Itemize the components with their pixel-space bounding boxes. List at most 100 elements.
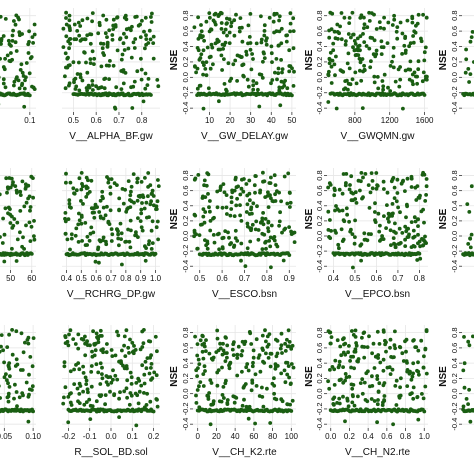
data-point: [153, 334, 158, 339]
data-point: [376, 86, 381, 91]
data-point: [288, 200, 293, 205]
scatter-panel-8: -0.4-0.20.00.20.40.60.80.5 0.6 0.7 0.8 0.9V_…: [169, 168, 297, 300]
data-point: [237, 29, 242, 34]
data-point: [341, 172, 346, 176]
data-point: [84, 378, 89, 383]
data-point: [283, 349, 288, 353]
data-point: [195, 246, 200, 251]
data-point: [403, 237, 407, 242]
data-point: [331, 48, 336, 53]
data-point: [238, 192, 243, 197]
data-point: [236, 344, 241, 349]
data-point: [337, 363, 342, 368]
data-point: [139, 383, 144, 388]
data-point: [342, 15, 347, 20]
data-point: [240, 63, 245, 68]
data-point: [273, 366, 278, 371]
data-point: [5, 190, 9, 195]
data-point: [385, 41, 390, 45]
data-point: [258, 188, 263, 193]
data-point: [422, 409, 427, 414]
data-point: [468, 245, 473, 250]
data-point: [403, 34, 408, 39]
data-point: [227, 30, 232, 35]
data-point: [137, 378, 142, 383]
data-point: [219, 21, 224, 25]
data-point: [156, 84, 161, 89]
data-point: [195, 353, 200, 358]
data-point: [21, 74, 26, 78]
data-point: [350, 386, 355, 391]
data-point: [410, 14, 415, 19]
y-tick-label: -0.2: [181, 402, 190, 415]
data-point: [361, 175, 365, 180]
data-point: [248, 331, 253, 336]
data-point: [222, 82, 227, 86]
data-point: [287, 225, 291, 230]
data-point: [88, 61, 93, 65]
data-point: [129, 55, 134, 60]
data-point: [272, 173, 277, 178]
data-point: [27, 93, 32, 98]
data-point: [128, 193, 133, 198]
data-point: [149, 362, 154, 366]
data-point: [125, 395, 129, 400]
data-point: [375, 377, 380, 381]
y-tick-label: -0.2: [181, 86, 190, 99]
data-points: [461, 30, 474, 98]
data-point: [419, 36, 423, 41]
data-point: [77, 211, 81, 216]
data-point: [403, 339, 407, 344]
data-point: [390, 355, 395, 360]
data-point: [192, 230, 197, 235]
data-point: [332, 193, 337, 198]
data-point: [381, 357, 386, 362]
data-point: [240, 349, 245, 353]
data-point: [149, 378, 153, 382]
data-point: [197, 233, 202, 238]
data-point: [106, 180, 111, 185]
y-tick-label: -0.2: [315, 86, 324, 99]
data-point: [282, 174, 287, 179]
data-point: [266, 226, 270, 231]
data-point: [404, 229, 409, 234]
data-point: [254, 219, 259, 224]
y-tick-label: -0.2: [315, 402, 324, 415]
data-point: [329, 81, 334, 85]
data-point: [272, 235, 277, 239]
data-point: [249, 205, 254, 210]
data-point: [471, 334, 474, 339]
data-point: [274, 57, 279, 61]
data-point: [84, 195, 89, 199]
x-tick-label: 0.1: [127, 432, 139, 441]
data-point: [389, 179, 394, 184]
data-point: [223, 40, 228, 45]
data-point: [398, 210, 402, 215]
y-tick-label: 0.6: [450, 343, 459, 353]
data-point: [358, 243, 363, 248]
data-point: [250, 222, 255, 227]
data-point: [222, 351, 227, 356]
data-point: [16, 78, 21, 83]
y-tick-label: 0.8: [450, 170, 459, 180]
data-point: [362, 330, 367, 335]
data-point: [367, 19, 372, 23]
data-point: [261, 211, 265, 215]
data-point: [393, 79, 398, 84]
data-point: [10, 214, 14, 219]
data-point: [219, 27, 224, 31]
data-point: [143, 176, 147, 180]
data-point: [2, 67, 7, 72]
data-point: [339, 353, 344, 358]
data-point: [134, 230, 138, 235]
data-point: [360, 377, 365, 382]
data-point: [249, 388, 254, 393]
data-point: [14, 329, 19, 334]
data-point: [210, 45, 215, 50]
data-point: [352, 366, 356, 371]
data-point: [89, 178, 94, 183]
data-point: [390, 202, 395, 206]
data-point: [382, 26, 386, 31]
data-point: [98, 382, 103, 386]
data-point: [230, 347, 235, 352]
